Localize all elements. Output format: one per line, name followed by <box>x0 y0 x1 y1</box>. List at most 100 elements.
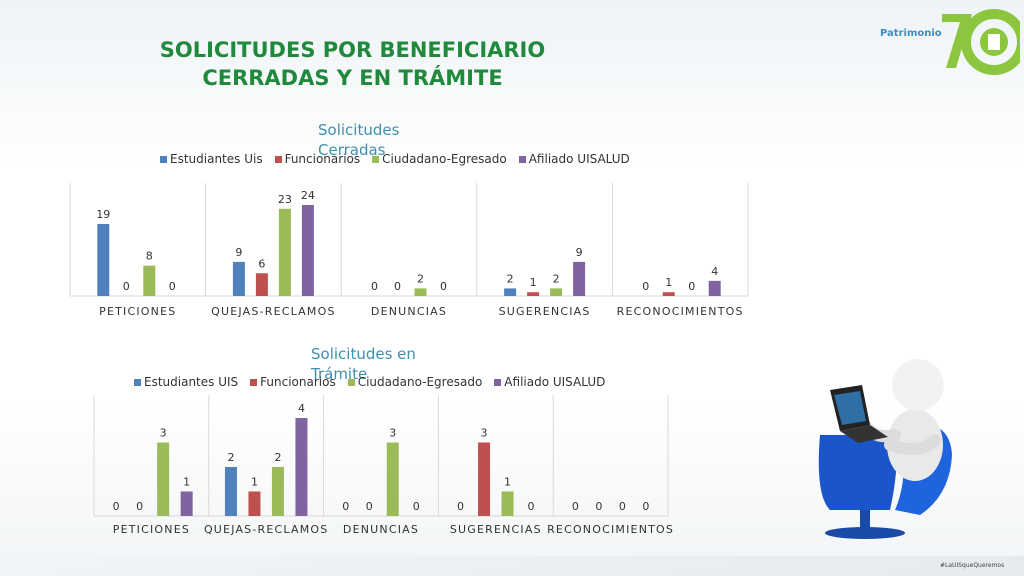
legend-swatch <box>274 155 282 163</box>
chart1-data-label: 19 <box>96 208 110 221</box>
legend-swatch <box>372 155 380 163</box>
chart1-data-label: 0 <box>371 280 378 293</box>
chart2-data-label: 0 <box>457 500 464 513</box>
legend-label: Ciudadano-Egresado <box>382 152 507 166</box>
chart2-legend-item: Afiliado UISALUD <box>494 375 605 389</box>
chart1-legend: Estudiantes Uis Funcionarios Ciudadano-E… <box>160 152 630 166</box>
chart2-data-label: 0 <box>619 500 626 513</box>
chart2-data-label: 1 <box>504 476 511 489</box>
chart1-bar <box>232 261 245 296</box>
chart1-bar <box>97 223 110 296</box>
chart1-category-label: QUEJAS-RECLAMOS <box>211 305 336 318</box>
chart2-data-label: 0 <box>113 500 120 513</box>
chart1-bar <box>143 265 156 296</box>
chart2-data-label: 4 <box>298 402 305 415</box>
chart2-category-label: PETICIONES <box>113 523 190 536</box>
chart2-data-label: 0 <box>413 500 420 513</box>
chart2-bar <box>501 491 514 516</box>
chart1-data-label: 0 <box>642 280 649 293</box>
chart2-bar <box>386 442 399 516</box>
chart1-category-label: SUGERENCIAS <box>499 305 591 318</box>
slide-title: SOLICITUDES POR BENEFICIARIO CERRADAS Y … <box>130 36 575 92</box>
legend-label: Funcionarios <box>260 375 336 389</box>
legend-label: Afiliado UISALUD <box>528 152 630 166</box>
slide-title-line2: CERRADAS Y EN TRÁMITE <box>202 66 503 90</box>
legend-swatch <box>250 378 258 386</box>
chart2-data-label: 0 <box>642 500 649 513</box>
legend-label: Funcionarios <box>284 152 361 166</box>
chart2-legend-item: Funcionarios <box>250 375 336 389</box>
chart2-data-label: 1 <box>251 476 258 489</box>
slide-title-line1: SOLICITUDES POR BENEFICIARIO <box>159 38 546 62</box>
chart2-category-label: DENUNCIAS <box>343 523 419 536</box>
chart2-bar <box>295 418 308 516</box>
chart1-bar <box>662 292 675 296</box>
chart1-data-label: 23 <box>278 193 292 206</box>
chart2-bar <box>224 467 237 516</box>
legend-label: Estudiantes Uis <box>170 152 263 166</box>
chart2-data-label: 0 <box>366 500 373 513</box>
chart2-bar <box>180 491 193 516</box>
chart1-data-label: 24 <box>301 189 315 202</box>
chart1-data-label: 8 <box>146 250 153 263</box>
bottom-strip <box>0 556 1024 576</box>
chart1-data-label: 0 <box>440 280 447 293</box>
chart1-data-label: 2 <box>507 272 514 285</box>
chart1-data-label: 2 <box>553 272 560 285</box>
chart1-bar <box>550 288 563 296</box>
chart2-data-label: 0 <box>595 500 602 513</box>
chart1-bar <box>708 280 721 296</box>
legend-swatch <box>518 155 526 163</box>
chart1-legend-item: Funcionarios <box>274 152 361 166</box>
legend-swatch <box>160 155 167 163</box>
logo-text: Patrimonio <box>880 28 942 39</box>
chart2-bar <box>478 442 491 516</box>
chart2-category-label: RECONOCIMIENTOS <box>547 523 674 536</box>
legend-swatch <box>134 378 141 386</box>
chart1-data-label: 0 <box>169 280 176 293</box>
chart1-bar <box>414 288 427 296</box>
chart2-category-label: QUEJAS-RECLAMOS <box>204 523 329 536</box>
chart2-legend: Estudiantes UIS Funcionarios Ciudadano-E… <box>134 375 605 389</box>
chart1-data-label: 9 <box>576 246 583 259</box>
chart1-data-label: 0 <box>394 280 401 293</box>
chart2-data-label: 0 <box>528 500 535 513</box>
chart1-bar <box>527 292 540 296</box>
chart2-data-label: 2 <box>274 451 281 464</box>
chart1-bar <box>255 273 268 296</box>
legend-label: Estudiantes UIS <box>144 375 239 389</box>
chart2-data-label: 3 <box>481 427 488 440</box>
chart2-legend-item: Estudiantes UIS <box>134 375 238 389</box>
chart2-legend-item: Ciudadano-Egresado <box>347 375 482 389</box>
chart2-data-label: 2 <box>227 451 234 464</box>
chart1-data-label: 9 <box>235 246 242 259</box>
chart1-category-label: RECONOCIMIENTOS <box>617 305 744 318</box>
chart2-data-label: 3 <box>160 427 167 440</box>
chart1-legend-item: Estudiantes Uis <box>160 152 263 166</box>
chart1-category-label: DENUNCIAS <box>371 305 447 318</box>
chart2-category-label: SUGERENCIAS <box>450 523 542 536</box>
chart2-data-label: 0 <box>342 500 349 513</box>
chart1-data-label: 0 <box>688 280 695 293</box>
chart2-bar <box>157 442 170 516</box>
chart1-data-label: 6 <box>258 257 265 270</box>
chart2-bar <box>248 491 261 516</box>
footer-hashtag: #LaUISqueQueremos <box>940 562 1005 569</box>
person-at-laptop-figure <box>800 345 970 545</box>
legend-swatch <box>347 378 355 386</box>
chart1-legend-item: Ciudadano-Egresado <box>372 152 507 166</box>
chart2-bar <box>271 467 284 516</box>
chart1-data-label: 0 <box>123 280 130 293</box>
chart1-category-label: PETICIONES <box>99 305 176 318</box>
chart1-bar <box>573 261 586 296</box>
chart1-data-label: 2 <box>417 272 424 285</box>
legend-label: Afiliado UISALUD <box>504 375 606 389</box>
chart1-bar <box>504 288 517 296</box>
chart1-data-label: 1 <box>665 276 672 289</box>
chart2-data-label: 3 <box>389 427 396 440</box>
chart2-data-label: 1 <box>183 476 190 489</box>
figure-graphic <box>818 359 952 539</box>
chart1-title: Solicitudes Cerradas <box>318 121 400 159</box>
chart2-data-label: 0 <box>572 500 579 513</box>
